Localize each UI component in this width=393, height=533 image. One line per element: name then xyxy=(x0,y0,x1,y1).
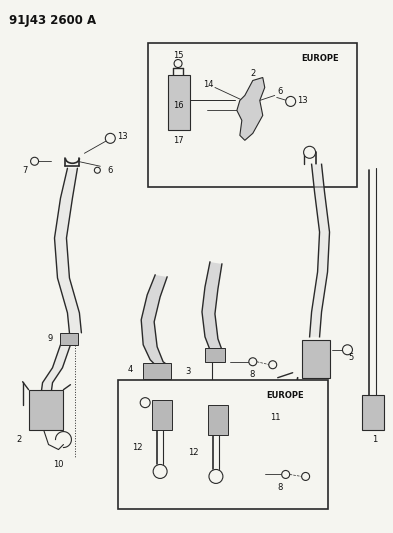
Bar xyxy=(152,400,172,430)
Polygon shape xyxy=(310,164,329,337)
Text: 8: 8 xyxy=(249,370,255,379)
Circle shape xyxy=(209,470,223,483)
Text: 6: 6 xyxy=(277,87,283,96)
Bar xyxy=(143,363,171,379)
Bar xyxy=(205,348,225,362)
Text: 2: 2 xyxy=(16,435,21,444)
Text: EUROPE: EUROPE xyxy=(266,391,303,400)
Text: 12: 12 xyxy=(188,448,198,457)
Text: 13: 13 xyxy=(117,132,128,141)
Text: 1: 1 xyxy=(372,435,377,444)
Bar xyxy=(148,43,357,187)
Circle shape xyxy=(153,464,167,479)
Circle shape xyxy=(304,147,316,158)
Polygon shape xyxy=(237,77,265,140)
Circle shape xyxy=(269,361,277,369)
Text: 17: 17 xyxy=(173,136,184,145)
Circle shape xyxy=(94,167,100,173)
Circle shape xyxy=(174,60,182,68)
Text: 7: 7 xyxy=(22,166,27,175)
Polygon shape xyxy=(36,345,70,427)
Text: EUROPE: EUROPE xyxy=(301,54,338,63)
Polygon shape xyxy=(55,168,81,333)
Text: 13: 13 xyxy=(298,96,308,105)
Circle shape xyxy=(249,358,257,366)
Text: 15: 15 xyxy=(173,51,183,60)
Polygon shape xyxy=(141,275,167,365)
Circle shape xyxy=(301,472,310,480)
Bar xyxy=(362,394,384,430)
Text: 8: 8 xyxy=(277,483,283,492)
Circle shape xyxy=(282,471,290,479)
Bar xyxy=(301,340,329,378)
Bar xyxy=(118,379,327,510)
Circle shape xyxy=(342,345,353,355)
Bar xyxy=(208,405,228,434)
Bar xyxy=(29,390,64,430)
Text: 6: 6 xyxy=(108,166,113,175)
Text: 10: 10 xyxy=(53,460,64,469)
Circle shape xyxy=(140,398,150,408)
Text: 91J43 2600 A: 91J43 2600 A xyxy=(9,14,96,27)
Text: 4: 4 xyxy=(128,365,133,374)
Text: 3: 3 xyxy=(185,367,191,376)
Text: 12: 12 xyxy=(132,443,142,452)
Text: 16: 16 xyxy=(173,101,184,110)
Text: 9: 9 xyxy=(48,334,53,343)
Circle shape xyxy=(105,133,115,143)
Text: 5: 5 xyxy=(349,353,354,362)
Polygon shape xyxy=(202,262,222,350)
Bar xyxy=(61,333,79,345)
Text: 11: 11 xyxy=(270,413,281,422)
Bar xyxy=(168,76,190,131)
Circle shape xyxy=(286,96,296,107)
Circle shape xyxy=(31,157,39,165)
Text: 2: 2 xyxy=(250,69,255,78)
Text: 14: 14 xyxy=(203,80,213,89)
